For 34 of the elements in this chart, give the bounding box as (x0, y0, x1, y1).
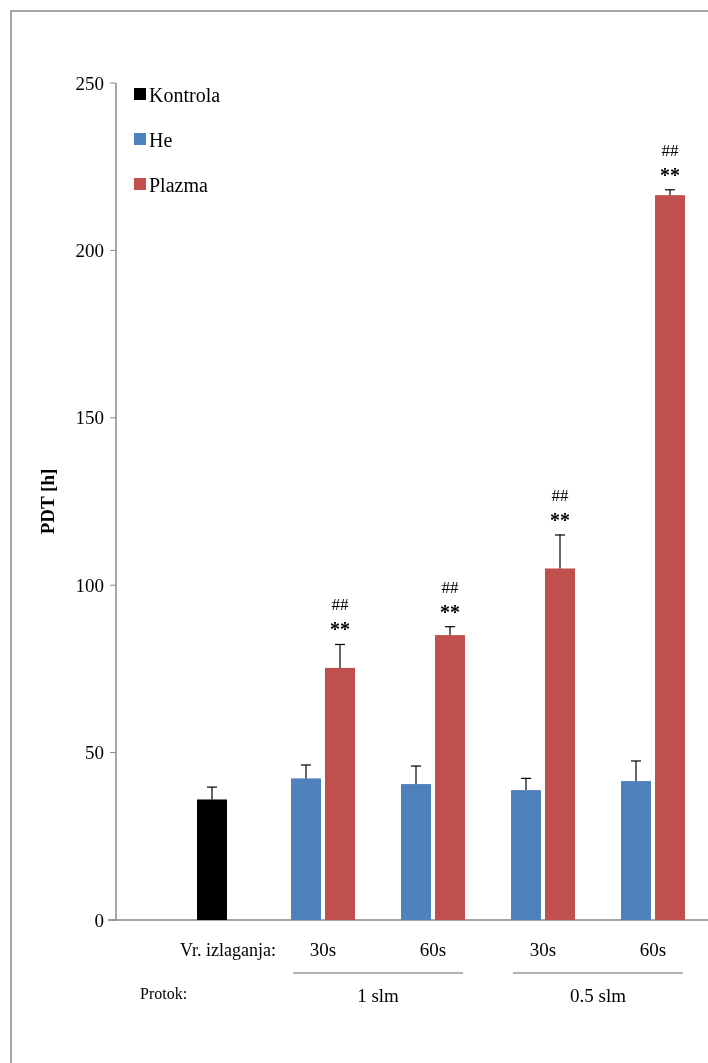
text: 0.5 slm (570, 985, 627, 1006)
annotation: ## (551, 485, 569, 505)
bar (655, 195, 685, 920)
annotation: ** (440, 600, 460, 623)
x-tick-label: 30s (309, 939, 337, 960)
x-tick-label: 60s (419, 939, 447, 960)
bar (435, 635, 465, 920)
y-tick-label: 200 (75, 240, 104, 262)
y-tick-label: 100 (75, 574, 104, 596)
annotation: ## (331, 595, 349, 615)
y-tick-label: 250 (75, 72, 104, 94)
x-tick-label: 30s (529, 939, 557, 960)
y-axis-title: PDT [h] (37, 468, 58, 535)
y-tick-label: 50 (85, 742, 104, 764)
annotation: ** (330, 618, 350, 641)
bar (511, 790, 541, 920)
bar (325, 667, 355, 920)
text: Vr. izlaganja: (180, 940, 276, 960)
text: Protok: (140, 985, 188, 1002)
legend-label: Kontrola (149, 84, 221, 106)
y-tick-label: 150 (75, 407, 104, 429)
bar (621, 781, 651, 920)
y-tick-label: 0 (94, 909, 104, 931)
bar (401, 784, 431, 920)
annotation: ## (661, 140, 679, 160)
legend-label: He (149, 129, 173, 151)
annotation: ## (441, 577, 459, 597)
bar (545, 568, 575, 920)
annotation: ** (660, 163, 680, 186)
text: 1 slm (357, 985, 400, 1006)
x-tick-label: 60s (639, 939, 667, 960)
bar (291, 778, 321, 920)
annotation: ** (550, 508, 570, 531)
legend-label: Plazma (149, 174, 208, 196)
